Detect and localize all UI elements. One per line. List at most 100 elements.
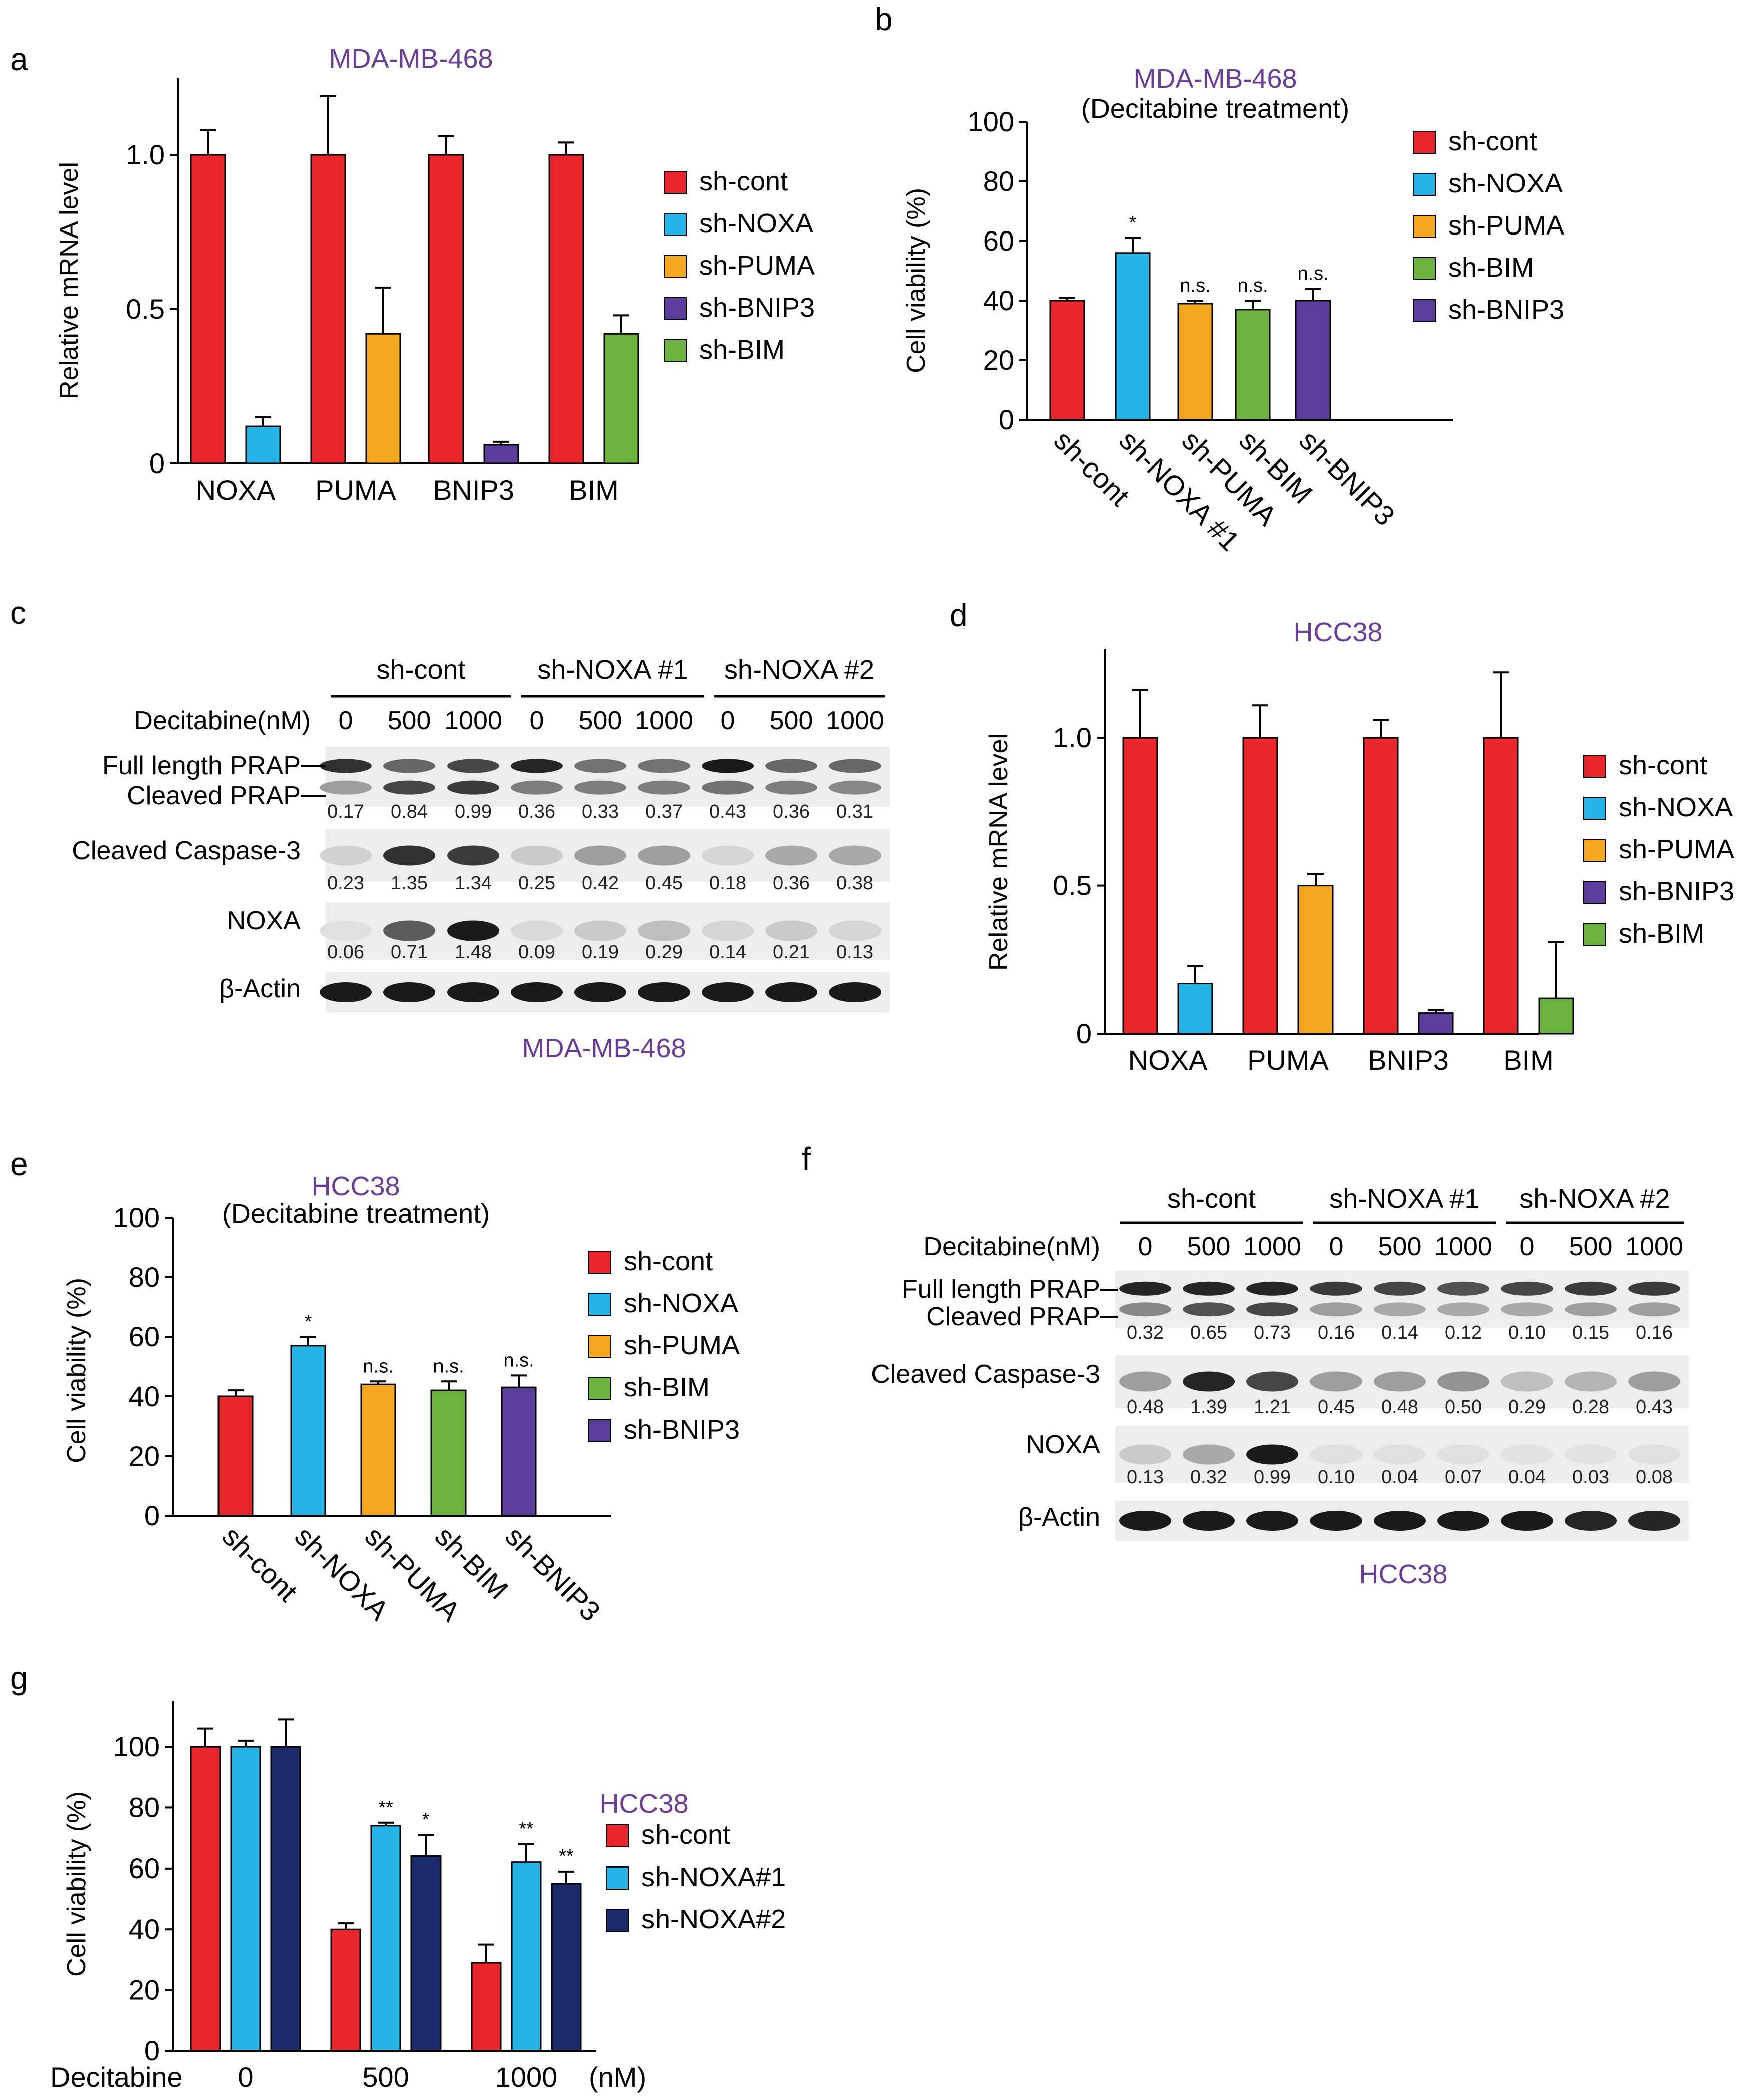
x-tick-label: 500 xyxy=(362,2061,409,2093)
row-label: Cleaved PRAP xyxy=(926,1302,1100,1331)
blot-band xyxy=(1183,1511,1235,1531)
blot-strip xyxy=(1115,1426,1689,1483)
dose-label: Decitabine(nM) xyxy=(923,1232,1100,1261)
legend-swatch xyxy=(606,1824,629,1847)
blot-strip xyxy=(320,972,890,1012)
chart-title: HCC38 xyxy=(1293,617,1382,647)
quant-value: 0.03 xyxy=(1572,1467,1609,1488)
panel-label: e xyxy=(10,1146,28,1182)
panel-g: g HCC38 0 20 40 60 80 100 Cell viability (%) 0 500… xyxy=(10,1660,786,2093)
y-axis-label: Cell viability (%) xyxy=(62,1278,91,1463)
significance-label: n.s. xyxy=(433,1356,464,1377)
dose-value: 0 xyxy=(1138,1232,1153,1261)
blot-band xyxy=(1437,1444,1489,1465)
blot-band xyxy=(574,920,626,941)
blot-band xyxy=(1119,1511,1171,1531)
bar xyxy=(1235,309,1271,421)
bar xyxy=(428,154,464,464)
bar xyxy=(1242,737,1278,1035)
blot-band xyxy=(638,982,690,1002)
blot-band xyxy=(765,780,817,795)
blot-band xyxy=(1628,1302,1680,1317)
y-tick-label: 0 xyxy=(144,1500,160,1531)
blot-strip xyxy=(1115,1501,1689,1541)
legend-entry: sh-cont xyxy=(699,166,788,196)
blot-band xyxy=(1565,1302,1617,1317)
blot-background xyxy=(326,747,890,807)
quant-value: 0.06 xyxy=(327,942,364,963)
bar xyxy=(1538,997,1574,1035)
quant-value: 0.73 xyxy=(1254,1322,1291,1343)
legend-swatch xyxy=(1413,257,1436,280)
x-tick-label: 1000 xyxy=(495,2061,558,2093)
blot-band xyxy=(765,920,817,941)
y-tick-label: 1.0 xyxy=(1053,722,1092,753)
bar xyxy=(551,1883,582,2052)
quant-value: 0.14 xyxy=(1381,1322,1418,1343)
blot-band xyxy=(383,845,435,866)
y-tick-label: 1.0 xyxy=(126,139,165,170)
legend-entry: sh-NOXA xyxy=(1448,168,1563,198)
y-tick-label: 80 xyxy=(983,165,1014,197)
blot-band xyxy=(574,780,626,795)
legend-swatch xyxy=(664,213,687,236)
blot-strip xyxy=(1115,1270,1689,1328)
blot-band xyxy=(1183,1444,1235,1465)
panel-e: e HCC38(Decitabine treatment) 0 20 40 60 80 100… xyxy=(10,1146,740,1627)
blot-band xyxy=(1565,1281,1617,1296)
bar xyxy=(370,1825,401,2052)
legend-entry: sh-NOXA xyxy=(699,208,813,239)
quant-value: 0.13 xyxy=(836,942,873,963)
bar xyxy=(290,1345,326,1517)
panel-d: d HCC38 0 0.5 1.0 Relative mRNA level NOXA PUMA… xyxy=(950,597,1734,1076)
y-tick-label: 60 xyxy=(129,1852,160,1884)
y-tick-label: 60 xyxy=(983,225,1014,257)
legend-swatch xyxy=(1583,839,1606,862)
blot-band xyxy=(1437,1371,1489,1392)
bar xyxy=(245,425,281,464)
blot-band xyxy=(1183,1281,1235,1296)
quant-value: 0.17 xyxy=(327,801,364,822)
row-label: Cleaved Caspase-3 xyxy=(72,836,301,865)
group-label: sh-cont xyxy=(1167,1184,1256,1214)
legend-swatch xyxy=(588,1377,611,1400)
panel-f: f sh-cont sh-NOXA #1 sh-NOXA #2 Decitabine(n… xyxy=(802,1141,1689,1589)
dose-value: 500 xyxy=(770,706,813,735)
blot-band xyxy=(1374,1281,1426,1296)
x-tick-label: BIM xyxy=(1503,1044,1554,1076)
blot-band xyxy=(1183,1371,1235,1392)
legend-entry: sh-cont xyxy=(1448,126,1537,156)
legend-swatch xyxy=(664,297,687,320)
significance-label: * xyxy=(305,1311,312,1332)
panel-b: b MDA-MB-468(Decitabine treatment) 0 20 40 60… xyxy=(874,1,1564,557)
legend-swatch xyxy=(606,1909,629,1932)
y-axis-label: Relative mRNA level xyxy=(55,162,84,399)
quant-value: 1.35 xyxy=(391,873,428,894)
dose-value: 0 xyxy=(530,706,544,735)
legend-entry: sh-BIM xyxy=(1619,918,1704,949)
blot-band xyxy=(1246,1302,1298,1317)
bar xyxy=(430,1389,467,1517)
blot-band xyxy=(1628,1371,1680,1392)
blot-band xyxy=(765,845,817,866)
blot-band xyxy=(765,759,817,773)
y-tick-label: 40 xyxy=(129,1913,160,1945)
bar xyxy=(270,1746,301,2052)
blot-band xyxy=(1119,1302,1171,1317)
y-tick-label: 0.5 xyxy=(1053,870,1092,901)
dose-value: 500 xyxy=(1187,1232,1231,1261)
legend-entry: sh-BIM xyxy=(1448,253,1534,283)
bar xyxy=(1297,885,1334,1035)
quant-value: 0.10 xyxy=(1508,1322,1546,1343)
y-axis-label: Cell viability (%) xyxy=(902,188,931,373)
blot-band xyxy=(511,982,563,1002)
bar xyxy=(603,333,639,464)
dose-value: 1000 xyxy=(444,706,502,735)
quant-value: 0.45 xyxy=(1318,1396,1355,1418)
dose-value: 0 xyxy=(721,706,735,735)
blot-band xyxy=(1437,1302,1489,1317)
row-label: NOXA xyxy=(1026,1430,1101,1459)
significance-label: n.s. xyxy=(1297,263,1328,284)
panel-a: a MDA-MB-468 0 0.5 1.0 Relative mRNA level NOX… xyxy=(10,41,815,506)
dose-value: 500 xyxy=(1569,1232,1613,1261)
